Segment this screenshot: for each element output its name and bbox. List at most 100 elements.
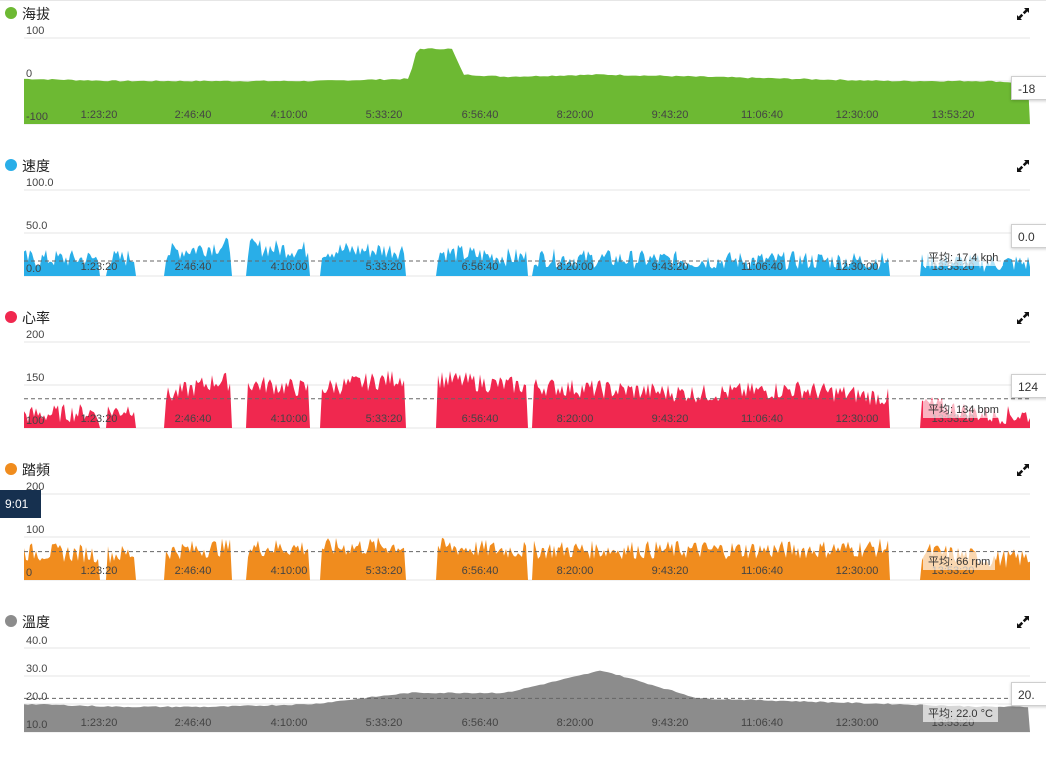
x-tick-11-06-40: 11:06:40: [740, 413, 784, 425]
y-tick-label: 150: [26, 372, 45, 384]
x-tick-9-43-20: 9:43:20: [651, 261, 689, 273]
hover-value-tooltip: -18: [1011, 76, 1046, 100]
x-tick-12-30-00: 12:30:00: [835, 717, 879, 729]
x-tick-9-43-20: 9:43:20: [651, 565, 689, 577]
panel-header: 速度: [0, 152, 1046, 180]
top-border: [0, 0, 1046, 1]
hover-value-tooltip: 0.0: [1011, 224, 1046, 248]
chart-elevation[interactable]: 100 0 -100 1:23:20 2:46:40 4:10:00 5:33:20 6:56…: [0, 24, 1046, 154]
legend-dot: [5, 7, 17, 19]
x-tick-5-33-20: 5:33:20: [365, 261, 403, 273]
x-tick-12-30-00: 12:30:00: [835, 413, 879, 425]
hover-value-tooltip: 20.: [1011, 682, 1046, 706]
x-tick-8-20-00: 8:20:00: [556, 565, 594, 577]
expand-icon[interactable]: [1014, 461, 1032, 479]
x-tick-11-06-40: 11:06:40: [740, 261, 784, 273]
y-tick-label: 100: [26, 415, 45, 427]
legend-dot: [5, 615, 17, 627]
x-tick-11-06-40: 11:06:40: [740, 565, 784, 577]
y-tick-label: 0.0: [26, 263, 42, 275]
chart-svg: [24, 341, 1030, 429]
cursor-time-label: 9:01: [0, 490, 41, 518]
x-tick-1-23-20: 1:23:20: [80, 413, 118, 425]
x-tick-2-46-40: 2:46:40: [174, 413, 212, 425]
y-tick-label: 30.0: [26, 663, 48, 675]
x-tick-4-10-00: 4:10:00: [270, 717, 308, 729]
x-tick-12-30-00: 12:30:00: [835, 565, 879, 577]
y-tick-label: 0: [26, 567, 33, 579]
expand-icon[interactable]: [1014, 613, 1032, 631]
x-tick-8-20-00: 8:20:00: [556, 109, 594, 121]
x-tick-5-33-20: 5:33:20: [365, 565, 403, 577]
x-tick-1-23-20: 1:23:20: [80, 565, 118, 577]
series-area: [24, 370, 1030, 428]
x-tick-9-43-20: 9:43:20: [651, 413, 689, 425]
x-tick-8-20-00: 8:20:00: [556, 261, 594, 273]
average-label: 平均: 66 rpm: [923, 552, 996, 570]
legend-dot: [5, 159, 17, 171]
x-tick-2-46-40: 2:46:40: [174, 565, 212, 577]
y-tick-label: 100: [26, 25, 45, 37]
chart-svg: [24, 493, 1030, 581]
panel-title: 速度: [22, 158, 50, 174]
x-tick-2-46-40: 2:46:40: [174, 717, 212, 729]
panel-title: 踏頻: [22, 462, 50, 478]
x-tick-8-20-00: 8:20:00: [556, 717, 594, 729]
chart-svg: [24, 647, 1030, 733]
average-label: 平均: 134 bpm: [923, 400, 1004, 418]
panel-heart-rate: 心率 200 150 100 1:23:20 2:46:40 4:10:00 5:33:20 6…: [0, 304, 1046, 456]
panel-temperature: 溫度 40.0 30.0 20.0 10.0 1:23:20 2:46:40 4:10:00 5…: [0, 608, 1046, 760]
panel-speed: 速度 100.0 50.0 0.0 1:23:20 2:46:40 4:10:00 5:33:…: [0, 152, 1046, 304]
x-tick-6-56-40: 6:56:40: [461, 261, 499, 273]
x-tick-8-20-00: 8:20:00: [556, 413, 594, 425]
series-area: [24, 237, 1030, 276]
y-tick-label: 40.0: [26, 635, 48, 647]
x-tick-6-56-40: 6:56:40: [461, 413, 499, 425]
x-tick-12-30-00: 12:30:00: [835, 261, 879, 273]
x-tick-5-33-20: 5:33:20: [365, 717, 403, 729]
chart-temperature[interactable]: 40.0 30.0 20.0 10.0 1:23:20 2:46:40 4:10:00 5:3…: [0, 632, 1046, 762]
x-tick-9-43-20: 9:43:20: [651, 109, 689, 121]
y-tick-label: 50.0: [26, 220, 48, 232]
x-tick-13-53-20: 13:53:20: [931, 109, 975, 121]
average-label: 平均: 17.4 kph: [923, 248, 1004, 266]
panel-title: 溫度: [22, 614, 50, 630]
panel-title: 心率: [22, 310, 50, 326]
chart-svg: [24, 189, 1030, 277]
x-tick-4-10-00: 4:10:00: [270, 261, 308, 273]
chart-speed[interactable]: 100.0 50.0 0.0 1:23:20 2:46:40 4:10:00 5:33:20…: [0, 176, 1046, 306]
y-tick-label: 100: [26, 524, 45, 536]
chart-cadence[interactable]: 200 100 0 1:23:20 2:46:40 4:10:00 5:33:20 6:56:…: [0, 480, 1046, 610]
panel-title: 海拔: [22, 6, 50, 22]
expand-icon[interactable]: [1014, 5, 1032, 23]
x-tick-4-10-00: 4:10:00: [270, 109, 308, 121]
x-tick-1-23-20: 1:23:20: [80, 717, 118, 729]
x-tick-6-56-40: 6:56:40: [461, 717, 499, 729]
series-area: [24, 670, 1030, 732]
average-label: 平均: 22.0 °C: [923, 704, 998, 722]
x-tick-6-56-40: 6:56:40: [461, 565, 499, 577]
x-tick-1-23-20: 1:23:20: [80, 109, 118, 121]
y-tick-label: 0: [26, 68, 33, 80]
x-tick-2-46-40: 2:46:40: [174, 261, 212, 273]
panel-header: 海拔: [0, 0, 1046, 28]
panel-header: 踏頻: [0, 456, 1046, 484]
series-area: [24, 537, 1030, 580]
y-tick-label: 100.0: [26, 177, 54, 189]
y-tick-label: 200: [26, 329, 45, 341]
legend-dot: [5, 463, 17, 475]
panel-header: 心率: [0, 304, 1046, 332]
x-tick-2-46-40: 2:46:40: [174, 109, 212, 121]
expand-icon[interactable]: [1014, 309, 1032, 327]
x-tick-1-23-20: 1:23:20: [80, 261, 118, 273]
legend-dot: [5, 311, 17, 323]
x-tick-4-10-00: 4:10:00: [270, 413, 308, 425]
panel-cadence: 踏頻 200 100 0 1:23:20 2:46:40 4:10:00 5:33:20 6:5…: [0, 456, 1046, 608]
x-tick-4-10-00: 4:10:00: [270, 565, 308, 577]
x-tick-11-06-40: 11:06:40: [740, 109, 784, 121]
chart-heart-rate[interactable]: 200 150 100 1:23:20 2:46:40 4:10:00 5:33:20 6:5…: [0, 328, 1046, 458]
y-tick-label: 10.0: [26, 719, 48, 731]
expand-icon[interactable]: [1014, 157, 1032, 175]
panel-elevation: 海拔 100 0 -100 1:23:20 2:46:40 4:10:00 5:33:20 6:…: [0, 0, 1046, 152]
x-tick-9-43-20: 9:43:20: [651, 717, 689, 729]
